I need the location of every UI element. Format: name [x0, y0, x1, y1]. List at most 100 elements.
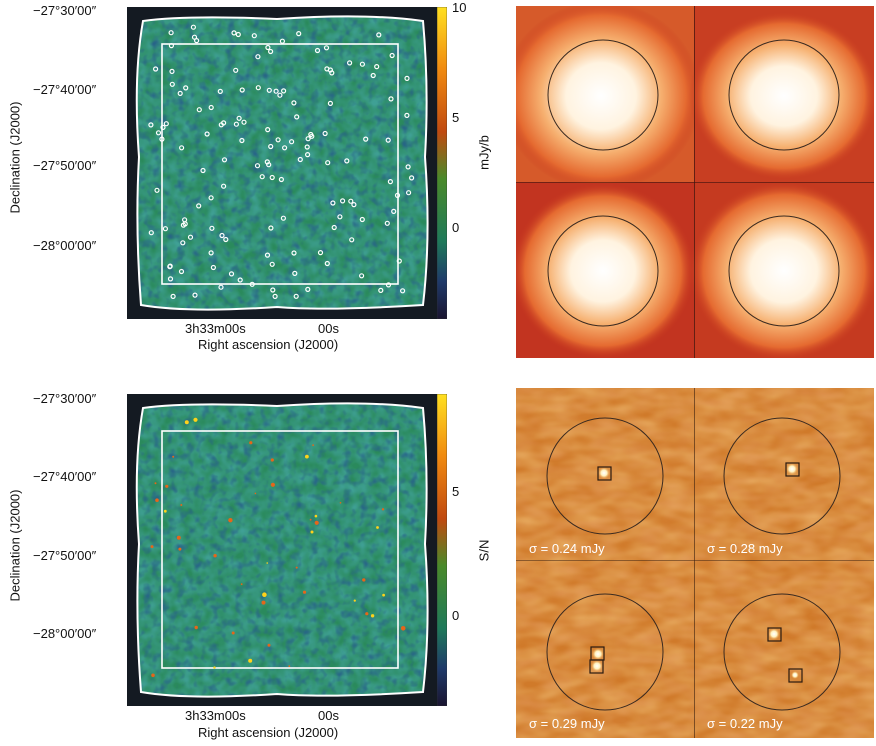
detection-spot — [150, 545, 154, 549]
source-marker — [282, 145, 288, 151]
source-marker — [254, 163, 261, 169]
detection-spot — [310, 530, 314, 534]
source-marker — [281, 88, 287, 94]
source-marker — [294, 114, 300, 120]
source-marker — [340, 198, 346, 204]
source-marker — [404, 75, 410, 82]
detection-spot — [240, 583, 243, 586]
source-marker — [275, 137, 281, 143]
source-marker — [265, 44, 271, 51]
stamp-grid — [516, 388, 874, 738]
source-marker — [325, 160, 331, 166]
source-marker — [291, 100, 297, 106]
source-marker — [169, 81, 175, 87]
source-marker — [351, 202, 357, 208]
source-marker — [237, 277, 243, 283]
source-marker — [233, 67, 239, 73]
source-marker — [170, 293, 176, 299]
source-marker — [384, 220, 390, 226]
detection-spot — [165, 484, 169, 488]
detection-spot — [270, 482, 275, 487]
source-marker — [405, 164, 411, 170]
detection-spot — [172, 455, 175, 458]
source-marker — [208, 195, 214, 201]
detection-spot — [262, 592, 267, 597]
bottom-ytick-1: −27°30′00″ — [33, 391, 97, 406]
source-marker — [292, 270, 298, 276]
bottom-cbar-tick-0: 0 — [452, 608, 460, 623]
source-marker — [196, 107, 202, 113]
source-marker — [259, 174, 265, 180]
source-marker — [359, 61, 365, 67]
source-marker — [305, 152, 311, 158]
source-marker — [404, 112, 410, 119]
source-marker — [241, 119, 247, 125]
source-marker — [359, 273, 365, 279]
bottom-xtick-2: 00s — [318, 708, 339, 723]
source-marker — [183, 85, 189, 91]
survey-box — [161, 430, 399, 669]
source-marker — [169, 68, 175, 75]
source-marker — [251, 33, 257, 39]
source-marker — [217, 88, 223, 95]
source-marker — [235, 31, 241, 38]
source-marker — [370, 72, 376, 79]
detection-spot — [176, 535, 181, 540]
detection-spot — [305, 454, 309, 459]
detection-spot — [266, 562, 268, 564]
source-marker — [178, 145, 185, 151]
source-marker — [273, 88, 279, 94]
source-marker — [305, 136, 311, 142]
source-marker — [268, 225, 274, 231]
source-marker — [389, 52, 395, 59]
top-cbar-tick-10: 10 — [452, 0, 467, 15]
source-marker — [337, 214, 343, 220]
source-marker — [388, 96, 394, 102]
source-marker — [280, 215, 286, 221]
source-marker — [269, 261, 275, 267]
source-marker — [167, 276, 174, 282]
source-marker — [344, 158, 350, 164]
detection-spot — [365, 612, 369, 616]
source-marker — [297, 156, 303, 163]
source-marker — [255, 85, 261, 91]
detection-spot — [267, 643, 271, 647]
source-marker — [396, 258, 402, 264]
source-marker — [268, 143, 274, 150]
source-marker — [178, 268, 185, 275]
source-marker — [159, 136, 165, 142]
source-marker — [168, 42, 175, 49]
source-marker — [208, 250, 214, 256]
detection-spot — [314, 514, 318, 518]
source-marker — [168, 30, 174, 36]
source-marker — [148, 230, 154, 236]
source-marker — [190, 24, 197, 30]
source-marker — [204, 131, 210, 137]
detection-spot — [248, 658, 253, 663]
source-marker — [394, 192, 401, 198]
source-marker — [322, 130, 328, 137]
detection-spot — [194, 625, 198, 630]
detection-spot — [213, 666, 216, 669]
source-marker — [327, 100, 333, 107]
detection-spot — [180, 504, 183, 506]
top-cbar-tick-0: 0 — [452, 220, 460, 235]
stamp-sigma-2: σ = 0.28 mJy — [707, 541, 783, 556]
detection-spot — [193, 417, 198, 422]
source-marker — [218, 284, 224, 290]
source-marker — [148, 122, 154, 128]
source-marker — [249, 281, 255, 287]
source-marker — [291, 250, 297, 256]
bottom-xtick-1: 3h33m00s — [185, 708, 246, 723]
source-marker — [228, 271, 235, 277]
source-marker — [323, 45, 330, 51]
source-marker — [192, 292, 198, 298]
stack-grid — [516, 6, 874, 358]
source-marker — [154, 187, 160, 193]
detection-spot — [288, 665, 291, 667]
source-marker — [308, 131, 314, 138]
source-marker — [378, 287, 384, 293]
source-marker — [406, 190, 412, 196]
source-marker — [324, 66, 330, 72]
source-marker — [233, 121, 240, 127]
